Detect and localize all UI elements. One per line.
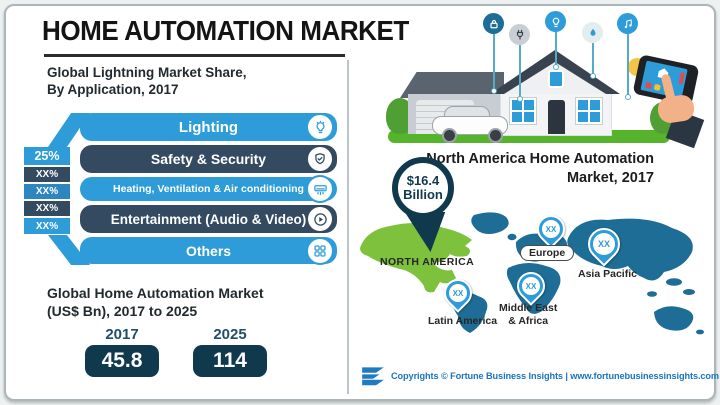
funnel-bar-others-label: Others <box>185 242 232 259</box>
middle-east-africa-label: Middle East & Africa <box>499 302 557 328</box>
north-america-label: NORTH AMERICA <box>380 256 475 268</box>
stat-year-2025: 2025 <box>213 326 247 343</box>
lighting-share-heading-line2: By Application, 2017 <box>47 82 179 97</box>
lighting-share-heading: Global Lightning Market Share, By Applic… <box>47 64 247 98</box>
house-door <box>548 100 565 134</box>
music-stem-line <box>625 34 631 100</box>
funnel-bar-safety-label: Safety & Security <box>150 151 267 167</box>
lighting-share-heading-line1: Global Lightning Market Share, <box>47 65 247 80</box>
funnel-bar-lighting-label: Lighting <box>178 118 239 136</box>
water-drop-icon <box>582 22 603 43</box>
fbi-logo-icon <box>362 367 384 386</box>
window-left <box>509 97 537 125</box>
car-wheel-right <box>488 128 503 143</box>
title-underline <box>44 54 345 57</box>
fortune-business-insights-logo <box>360 363 386 389</box>
stat-value-2017: 45.8 <box>85 345 159 377</box>
growth-heading-line1: Global Home Automation Market <box>47 285 264 301</box>
funnel-tab-4: XX% <box>24 201 70 216</box>
bulb-icon <box>545 11 566 32</box>
europe-pin-value: XX <box>542 220 560 238</box>
funnel-tab-3: XX% <box>24 184 70 199</box>
middle-east-africa-label-line1: Middle East <box>499 302 558 314</box>
growth-heading: Global Home Automation Market (US$ Bn), … <box>47 284 264 320</box>
na-value-line1: $16.4 <box>406 173 440 188</box>
latin-america-label: Latin America <box>428 315 498 327</box>
middle-east-africa-label-line2: & Africa <box>508 315 549 327</box>
column-divider <box>347 60 349 394</box>
plug-stem-line <box>517 45 523 102</box>
asia-pacific-label: Asia Pacific <box>578 268 637 280</box>
shield-check-icon <box>306 145 334 173</box>
funnel-bar-safety-security: Safety & Security <box>80 145 337 173</box>
latin-america-pin-value: XX <box>449 284 467 302</box>
drop-stem-line <box>590 43 596 79</box>
na-market-title-line2: Market, 2017 <box>566 170 654 186</box>
lock-icon <box>483 13 504 34</box>
stat-year-2017: 2017 <box>105 326 139 343</box>
tablet-button-yellow <box>653 83 661 91</box>
page-title: HOME AUTOMATION MARKET <box>42 15 409 46</box>
na-market-title-line1: North America Home Automation <box>426 151 654 167</box>
growth-heading-line2: (US$ Bn), 2017 to 2025 <box>47 303 198 319</box>
na-market-title: North America Home Automation Market, 20… <box>374 150 654 188</box>
na-value-line2: Billion <box>403 187 443 202</box>
smart-home-illustration <box>352 6 716 150</box>
attic-window <box>548 70 564 88</box>
funnel-bar-lighting: Lighting <box>80 113 337 141</box>
plug-icon <box>509 24 530 45</box>
bulb-stem-line <box>553 32 559 70</box>
asia-pacific-pin-value: XX <box>593 233 615 255</box>
outer-frame <box>4 4 716 401</box>
tablet-button-red <box>644 81 653 90</box>
funnel-bar-others: Others <box>80 236 337 265</box>
lock-stem-line <box>491 34 497 94</box>
window-right <box>575 97 603 125</box>
funnel-bar-entertainment-label: Entertainment (Audio & Video) <box>110 211 307 227</box>
funnel-tab-2: XX% <box>24 167 70 182</box>
funnel-tab-1: 25% <box>24 147 70 165</box>
na-value-pin: $16.4 Billion <box>392 157 454 219</box>
tablet-thermometer <box>678 71 685 85</box>
middle-east-africa-pin-value: XX <box>522 277 540 295</box>
air-conditioner-icon <box>306 175 334 203</box>
grid-icon <box>306 236 334 265</box>
europe-label: Europe <box>520 245 575 261</box>
funnel-bar-hvac: Heating, Ventilation & Air conditioning <box>80 175 337 203</box>
play-icon <box>306 205 334 233</box>
stat-value-2025: 114 <box>193 345 267 377</box>
funnel-bar-entertainment: Entertainment (Audio & Video) <box>80 205 337 233</box>
car-wheel-left <box>442 128 457 143</box>
music-note-icon <box>617 13 638 34</box>
funnel-bar-hvac-label: Heating, Ventilation & Air conditioning <box>113 183 304 195</box>
garage-roof <box>400 72 504 98</box>
lightbulb-icon <box>306 113 334 141</box>
funnel-tab-5: XX% <box>24 218 70 234</box>
copyright-text: Copyrights © Fortune Business Insights |… <box>391 371 719 381</box>
